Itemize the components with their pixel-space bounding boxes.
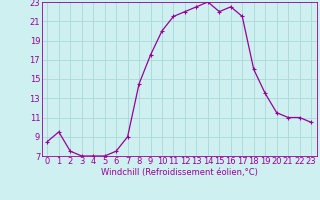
X-axis label: Windchill (Refroidissement éolien,°C): Windchill (Refroidissement éolien,°C): [101, 168, 258, 177]
